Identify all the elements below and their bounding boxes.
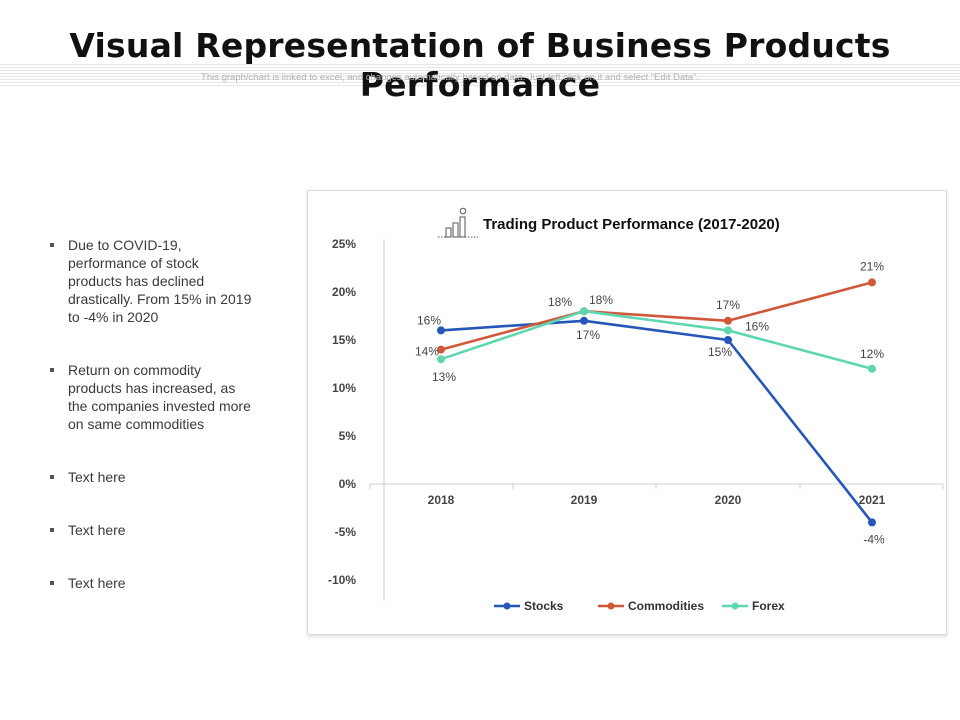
bullet-item: Text here	[48, 468, 253, 486]
data-point-commodities	[437, 345, 445, 354]
data-label-forex: 16%	[745, 319, 769, 333]
data-point-stocks	[580, 316, 588, 325]
data-label-forex: 12%	[860, 347, 884, 361]
y-tick-label: 0%	[339, 477, 357, 491]
data-point-commodities	[868, 278, 876, 287]
data-label-commodities: 18%	[548, 295, 572, 309]
data-label-stocks: 16%	[417, 313, 441, 327]
legend-marker-stocks	[503, 602, 511, 610]
data-point-stocks	[437, 326, 445, 335]
bullet-item: Text here	[48, 574, 253, 592]
data-label-commodities: 21%	[860, 259, 884, 273]
data-label-forex: 18%	[589, 293, 613, 307]
chart-title: Trading Product Performance (2017-2020)	[483, 216, 780, 233]
chart-panel[interactable]: Trading Product Performance (2017-2020) …	[307, 190, 947, 635]
x-tick-label: 2020	[715, 493, 742, 507]
legend-label-forex: Forex	[752, 599, 785, 613]
data-point-stocks	[724, 336, 732, 344]
x-tick-label: 2021	[859, 493, 886, 507]
data-label-commodities: 17%	[716, 298, 740, 312]
data-point-forex	[724, 326, 732, 335]
y-tick-label: 20%	[332, 285, 356, 299]
bar-chart-growth-icon	[438, 207, 478, 238]
bullet-item: Due to COVID-19, performance of stock pr…	[48, 236, 253, 326]
data-label-commodities: 14%	[415, 345, 439, 359]
y-tick-label: 5%	[339, 429, 357, 443]
y-tick-label: 15%	[332, 333, 356, 347]
data-point-forex	[580, 307, 588, 316]
title-decor-band	[0, 64, 960, 86]
page-title: Visual Representation of Business Produc…	[69, 26, 891, 104]
y-tick-label: 25%	[332, 237, 356, 251]
legend-marker-forex	[731, 602, 739, 610]
x-tick-label: 2019	[571, 493, 598, 507]
legend-marker-commodities	[607, 602, 615, 610]
legend-label-commodities: Commodities	[628, 599, 704, 613]
line-chart: Trading Product Performance (2017-2020) …	[328, 207, 944, 613]
data-label-stocks: 15%	[708, 345, 732, 359]
x-tick-label: 2018	[428, 493, 455, 507]
bullet-item: Text here	[48, 521, 253, 539]
legend-label-stocks: Stocks	[524, 599, 564, 613]
data-point-commodities	[724, 316, 732, 325]
data-point-forex	[868, 364, 876, 373]
series-line-commodities	[439, 281, 874, 351]
data-label-stocks: -4%	[863, 532, 885, 546]
y-tick-label: 10%	[332, 381, 356, 395]
data-label-forex: 13%	[432, 370, 456, 384]
bullet-list: Due to COVID-19, performance of stock pr…	[48, 236, 253, 627]
y-tick-label: -5%	[335, 525, 357, 539]
series-line-stocks	[439, 319, 874, 524]
y-tick-label: -10%	[328, 573, 356, 587]
data-label-stocks: 17%	[576, 328, 600, 342]
series-line-forex	[439, 309, 874, 371]
data-point-forex	[437, 355, 445, 364]
bullet-item: Return on commodity products has increas…	[48, 361, 253, 433]
plot-area: 25% 20% 15% 10% 5% 0% -5% -10% 2018 2019 2020 2021 1…	[328, 237, 944, 601]
data-point-stocks	[868, 518, 876, 527]
chart-legend: Stocks Commodities Forex	[494, 599, 785, 613]
page-subtitle: This graph/chart is linked to excel, and…	[201, 72, 699, 83]
